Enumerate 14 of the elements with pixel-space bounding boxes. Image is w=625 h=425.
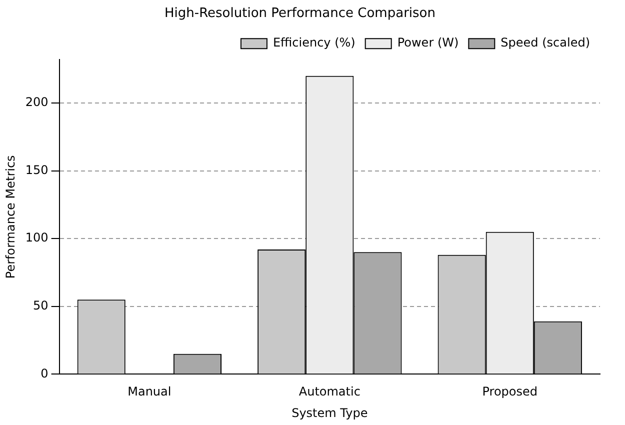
x-tick-label: Manual <box>128 384 172 399</box>
legend-label: Efficiency (%) <box>272 36 356 50</box>
legend-label: Power (W) <box>397 36 459 50</box>
x-axis-title: System Type <box>292 406 368 420</box>
y-tick-label: 50 <box>33 298 48 313</box>
x-tick-label: Automatic <box>298 384 360 399</box>
y-tick-label: 0 <box>40 366 48 380</box>
y-tick-label: 200 <box>25 95 48 110</box>
y-tick-label: 100 <box>25 230 48 245</box>
x-tick-label: Proposed <box>482 384 538 399</box>
chart-title: High-Resolution Performance Comparison <box>164 6 436 22</box>
legend-label: Speed (scaled) <box>500 36 590 50</box>
y-axis-title: Performance Metrics <box>3 155 18 279</box>
y-tick-label: 150 <box>25 162 48 177</box>
